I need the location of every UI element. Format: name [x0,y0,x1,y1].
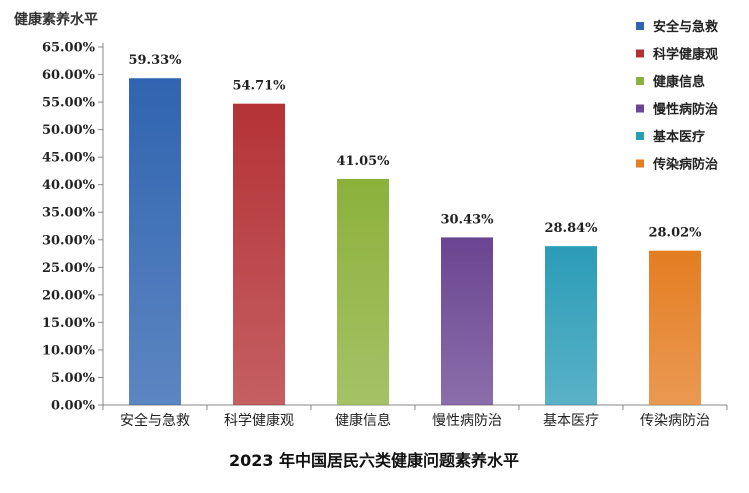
y-tick-label: 65.00% [42,41,96,56]
bar [441,237,493,405]
data-label: 28.02% [648,226,702,241]
category-label: 传染病防治 [640,413,710,429]
bars [129,78,701,406]
data-labels: 59.33% 54.71% 41.05% 30.43% 28.84% 28.02% [128,53,702,240]
bar [129,78,181,406]
y-tick-label: 55.00% [42,96,96,111]
category-label: 科学健康观 [224,412,294,429]
legend-label: 安全与急救 [653,19,718,35]
legend-label: 健康信息 [653,74,705,90]
y-tick-label: 60.00% [42,68,96,83]
legend-swatch [636,77,644,85]
y-tick-label: 50.00% [42,123,96,138]
bar [233,103,285,405]
chart-title: 2023 年中国居民六类健康问题素养水平 [229,451,519,470]
y-tick-label: 5.00% [51,371,96,386]
data-label: 59.33% [128,53,182,68]
y-tick-label: 30.00% [42,233,96,248]
axes [102,43,728,410]
legend-swatch [636,104,644,113]
category-labels: 安全与急救 科学健康观 健康信息 慢性病防治 基本医疗 传染病防治 [120,412,710,429]
category-label: 慢性病防治 [432,412,502,429]
legend-label: 科学健康观 [653,47,718,63]
bar [337,178,389,405]
y-tick-label: 45.00% [42,151,96,166]
category-label: 基本医疗 [543,412,599,429]
legend-label: 基本医疗 [652,129,705,145]
data-label: 41.05% [336,154,390,169]
y-tick-label: 40.00% [42,178,96,193]
legend-swatch [636,132,644,140]
y-tick-label: 35.00% [42,206,96,221]
y-axis-title: 健康素养水平 [14,11,98,28]
bar [649,250,701,405]
legend-swatch [636,22,644,30]
data-label: 28.84% [544,221,598,236]
legend-swatch [636,159,644,168]
legend-label: 慢性病防治 [653,102,718,118]
legend-label: 传染病防治 [652,157,718,173]
legend-swatch [636,49,644,58]
category-label: 安全与急救 [120,412,190,429]
y-tick-label: 10.00% [42,343,96,358]
y-tick-label: 20.00% [42,288,96,303]
data-label: 54.71% [232,79,286,94]
data-label: 30.43% [440,212,494,227]
y-tick-label: 0.00% [51,399,96,414]
bar [545,246,597,405]
y-tick-label: 25.00% [42,261,96,276]
y-tick-labels: 0.00% 5.00% 10.00% 15.00% 20.00% 25.00% 30.00%… [42,41,103,414]
category-label: 健康信息 [335,412,391,429]
y-tick-label: 15.00% [42,316,96,331]
